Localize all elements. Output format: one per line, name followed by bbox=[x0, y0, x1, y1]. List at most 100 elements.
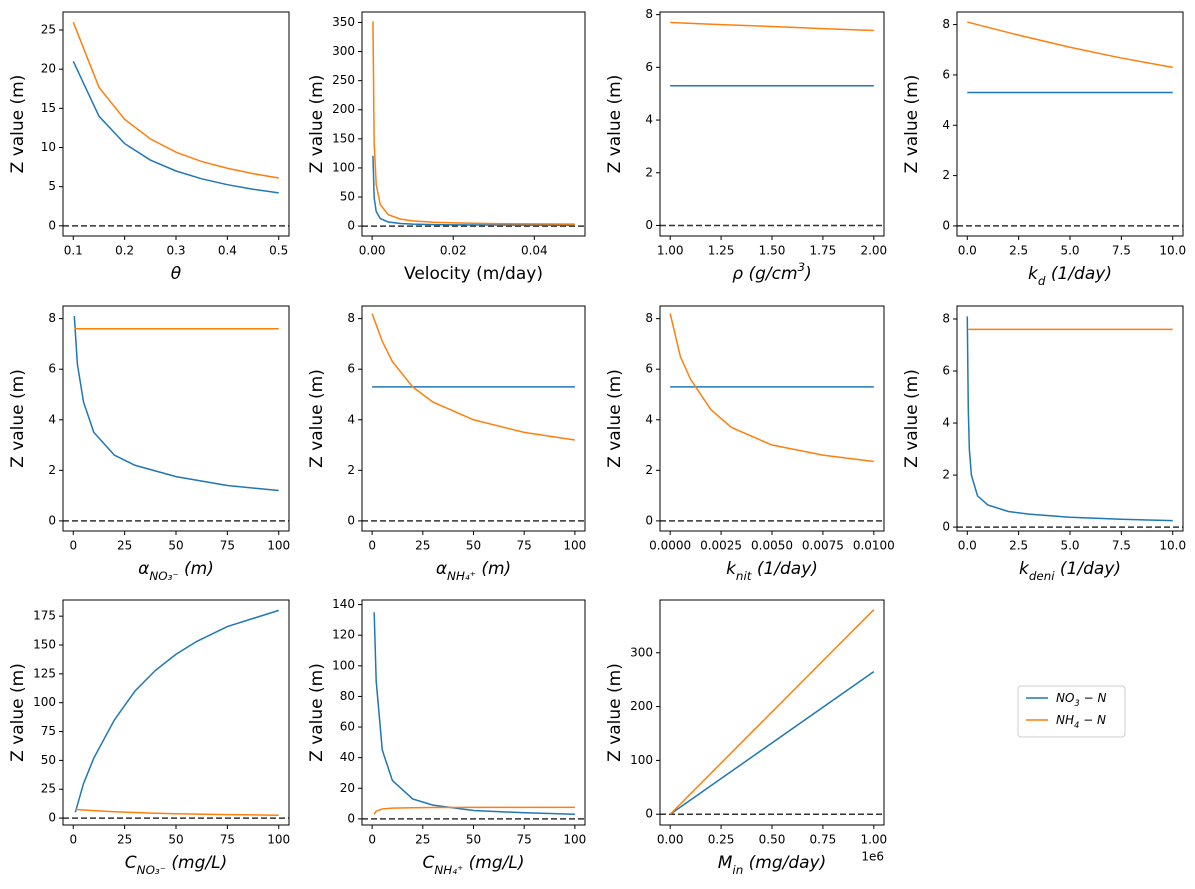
x-axis-label-part: deni bbox=[1029, 569, 1055, 583]
y-tick-label: 300 bbox=[630, 645, 653, 659]
y-tick-label: 40 bbox=[340, 750, 355, 764]
x-axis-label: CNH₄⁺ (mg/L) bbox=[423, 853, 525, 877]
x-axis-label: Velocity (m/day) bbox=[404, 264, 543, 284]
y-tick-label: 8 bbox=[645, 311, 653, 325]
x-tick-label: 50 bbox=[466, 833, 481, 847]
x-tick-label: 25 bbox=[415, 833, 430, 847]
y-tick-label: 4 bbox=[48, 412, 56, 426]
x-tick-label: 5.0 bbox=[1060, 539, 1079, 553]
y-tick-label: 8 bbox=[347, 311, 355, 325]
x-tick-label: 2.5 bbox=[1009, 539, 1028, 553]
x-axis-label-part: ) bbox=[803, 264, 812, 284]
x-axis-label-part: (mg/L) bbox=[166, 853, 227, 873]
series-line bbox=[669, 313, 874, 463]
x-axis-label: kd (1/day) bbox=[1028, 264, 1112, 288]
series-line bbox=[670, 21, 874, 32]
y-tick-label: 0 bbox=[347, 219, 355, 233]
y-tick-label: 0 bbox=[645, 513, 653, 527]
legend-label-part: − N bbox=[1079, 713, 1106, 727]
x-tick-label: 10.0 bbox=[1159, 539, 1186, 553]
x-axis-label-part: NO₃⁻ bbox=[137, 863, 166, 877]
y-tick-label: 8 bbox=[942, 17, 950, 31]
x-tick-label: 0.0100 bbox=[853, 539, 895, 553]
subplot: 0 2 4 6 8 0.0 2.5 5.0 7.5 10.0 Z value (m) kd (1/da… bbox=[902, 11, 1186, 288]
y-tick-label: 100 bbox=[630, 753, 653, 767]
y-axis-label: Z value (m) bbox=[8, 663, 28, 762]
x-tick-label: 0.4 bbox=[218, 244, 237, 258]
y-tick-label: 0 bbox=[942, 520, 950, 534]
plot-frame bbox=[361, 599, 586, 826]
x-tick-label: 75 bbox=[517, 539, 532, 553]
series-line bbox=[372, 21, 575, 225]
y-tick-label: 60 bbox=[340, 720, 355, 734]
x-axis-label-part: NO₃⁻ bbox=[149, 569, 178, 583]
y-axis-label: Z value (m) bbox=[8, 75, 28, 174]
x-axis-label-part: NH₄⁺ bbox=[434, 863, 463, 877]
series-line bbox=[373, 612, 575, 816]
x-tick-label: 1.25 bbox=[708, 244, 735, 258]
y-tick-label: 5 bbox=[48, 179, 56, 193]
y-tick-label: 0 bbox=[645, 807, 653, 821]
y-axis-label: Z value (m) bbox=[605, 75, 625, 174]
x-tick-label: 7.5 bbox=[1112, 244, 1131, 258]
x-tick-label: 100 bbox=[563, 833, 586, 847]
x-tick-label: 0.0000 bbox=[649, 539, 691, 553]
x-axis-label: CNO₃⁻ (mg/L) bbox=[125, 853, 227, 877]
y-tick-label: 6 bbox=[645, 60, 653, 74]
y-tick-label: 0 bbox=[347, 811, 355, 825]
y-tick-label: 10 bbox=[41, 140, 56, 154]
x-tick-label: 1.50 bbox=[759, 244, 786, 258]
subplot: 0 2 4 6 8 0.0 2.5 5.0 7.5 10.0 Z value (m) kdeni (1… bbox=[902, 305, 1186, 583]
x-tick-label: 100 bbox=[563, 539, 586, 553]
y-tick-label: 6 bbox=[48, 362, 56, 376]
x-tick-label: 75 bbox=[517, 833, 532, 847]
y-tick-label: 140 bbox=[332, 597, 355, 611]
y-tick-label: 4 bbox=[942, 118, 950, 132]
plot-frame bbox=[361, 11, 586, 237]
y-tick-label: 350 bbox=[332, 15, 355, 29]
series-line bbox=[967, 21, 1173, 69]
series-line bbox=[72, 61, 279, 194]
y-axis-label: Z value (m) bbox=[307, 369, 327, 468]
legend-label-part: − N bbox=[1080, 691, 1107, 705]
x-axis-label: Min (mg/day) bbox=[718, 853, 827, 877]
x-axis-label-part: (m) bbox=[476, 559, 511, 579]
y-tick-label: 300 bbox=[332, 44, 355, 58]
legend-label-part: 4 bbox=[1074, 720, 1079, 730]
x-tick-label: 0.50 bbox=[759, 833, 786, 847]
x-axis-label-part: (mg/L) bbox=[463, 853, 524, 873]
x-tick-label: 25 bbox=[117, 539, 132, 553]
x-axis-label: ρ (g/cm3) bbox=[732, 260, 811, 285]
y-tick-label: 8 bbox=[942, 312, 950, 326]
y-tick-label: 175 bbox=[33, 609, 56, 623]
y-tick-label: 6 bbox=[645, 362, 653, 376]
series-line bbox=[74, 609, 279, 813]
x-axis-label-part: NH₄⁺ bbox=[447, 569, 476, 583]
y-tick-label: 100 bbox=[332, 658, 355, 672]
legend-label: NO3 − N bbox=[1056, 691, 1106, 708]
series-line bbox=[373, 806, 575, 815]
subplot: 0 2 4 6 8 0.0000 0.0025 0.0050 0.0075 0.0100 Z val… bbox=[605, 305, 895, 583]
y-tick-label: 100 bbox=[33, 695, 56, 709]
plot-frame bbox=[62, 599, 290, 826]
y-tick-label: 0 bbox=[48, 811, 56, 825]
y-axis-label: Z value (m) bbox=[902, 369, 922, 468]
y-tick-label: 100 bbox=[332, 160, 355, 174]
y-tick-label: 0 bbox=[347, 513, 355, 527]
x-tick-label: 100 bbox=[267, 539, 290, 553]
x-axis-label: θ bbox=[171, 264, 182, 284]
x-tick-label: 0.00 bbox=[657, 833, 684, 847]
legend-label-part: NO bbox=[1056, 691, 1074, 705]
x-tick-label: 0.02 bbox=[440, 244, 467, 258]
y-tick-label: 120 bbox=[332, 628, 355, 642]
y-tick-label: 6 bbox=[942, 67, 950, 81]
series-line bbox=[371, 313, 575, 441]
y-tick-label: 4 bbox=[942, 416, 950, 430]
x-axis-label-part: nit bbox=[736, 569, 753, 583]
x-tick-label: 0.3 bbox=[166, 244, 185, 258]
x-tick-label: 75 bbox=[220, 833, 235, 847]
y-tick-label: 50 bbox=[340, 190, 355, 204]
y-tick-label: 0 bbox=[48, 513, 56, 527]
x-axis-label-part: α bbox=[138, 559, 149, 579]
